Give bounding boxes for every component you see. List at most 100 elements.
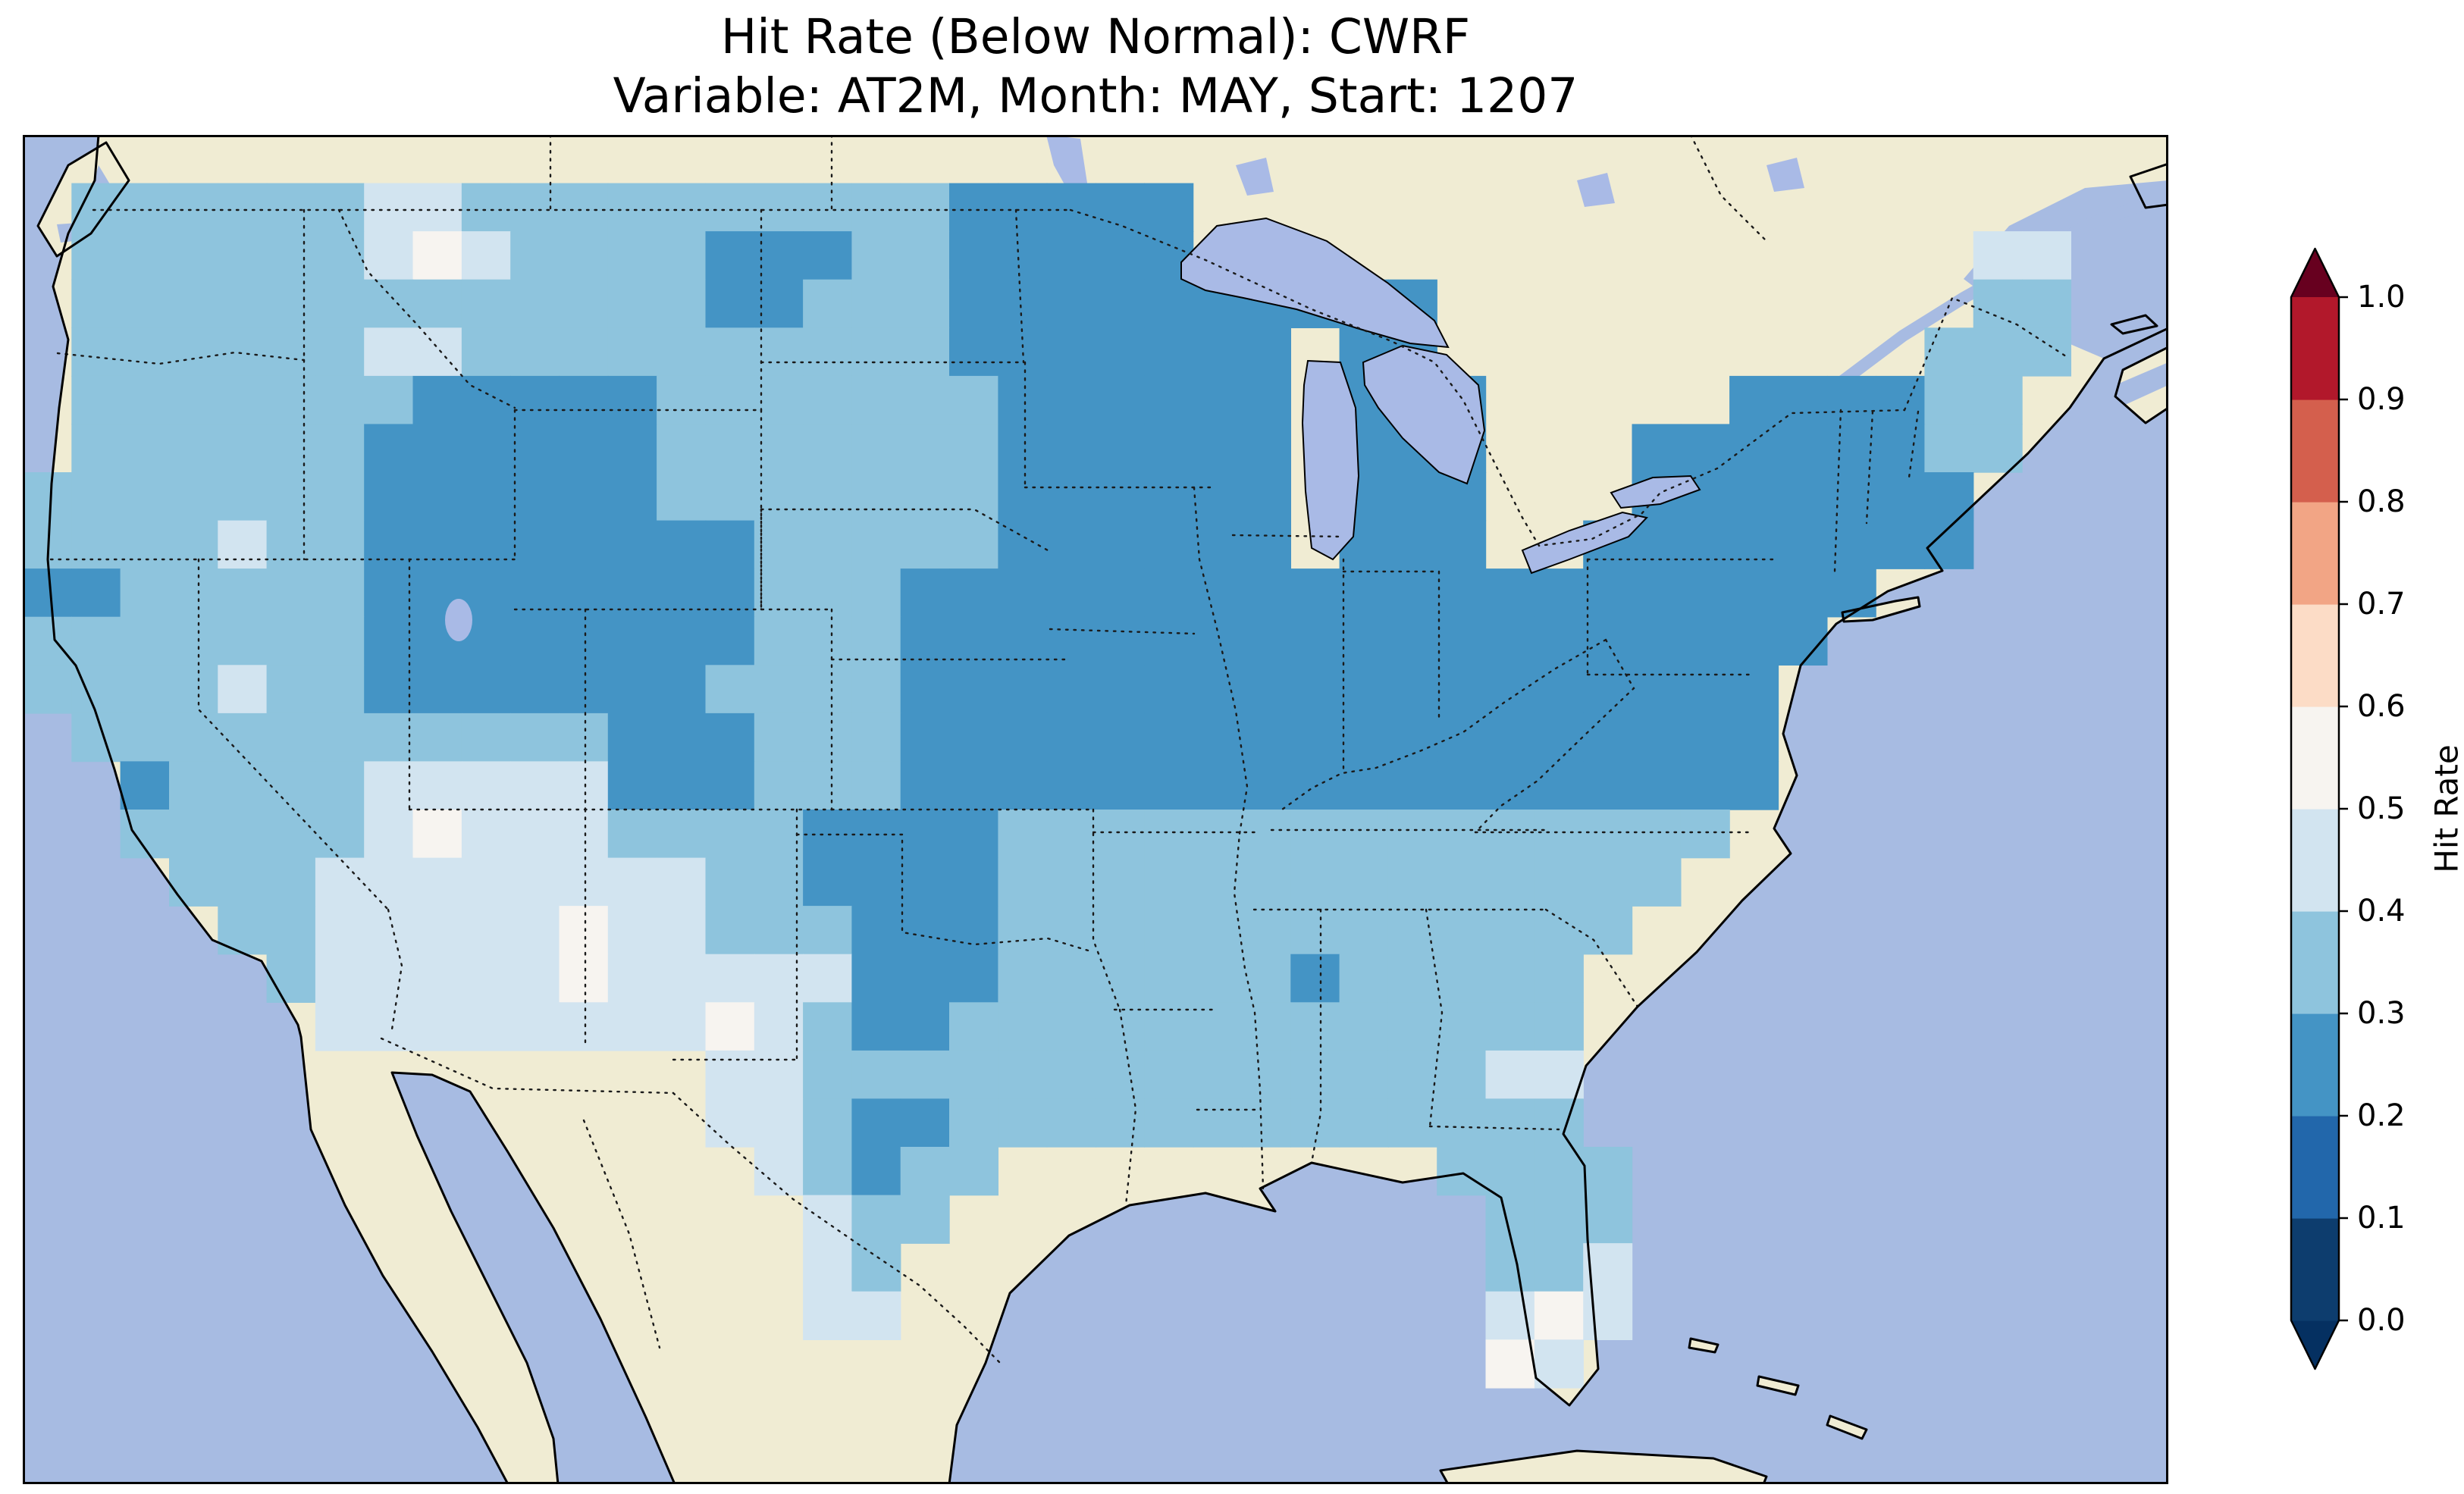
- grid-cell: [412, 279, 462, 328]
- grid-cell: [1242, 424, 1291, 473]
- border-line: [1069, 208, 1906, 547]
- grid-cell: [900, 1050, 950, 1100]
- grid-cell: [1144, 713, 1194, 763]
- grid-cell: [120, 279, 170, 328]
- grid-cell: [1632, 520, 1682, 569]
- grid-cell: [900, 327, 950, 377]
- grid-cell: [607, 713, 657, 763]
- grid-cell: [1096, 279, 1145, 328]
- grid-cell: [851, 520, 901, 569]
- map-frame: [23, 135, 2168, 1484]
- grid-cell: [1387, 472, 1437, 521]
- grid-cell: [607, 954, 657, 1003]
- grid-cell: [461, 857, 511, 907]
- grid-cell: [949, 665, 998, 714]
- grid-cell: [169, 424, 218, 473]
- grid-cell: [218, 279, 268, 328]
- grid-cell: [803, 954, 853, 1003]
- grid-cell: [1485, 616, 1535, 666]
- grid-cell: [1387, 1050, 1437, 1100]
- lake: [1180, 217, 1450, 349]
- grid-cell: [71, 183, 121, 232]
- grid-cell: [1729, 568, 1779, 618]
- grid-cell: [169, 183, 218, 232]
- grid-cell: [315, 424, 365, 473]
- colorbar: 0.0 0.1 0.2 0.3 0.4 0.5 0.6 0.7 0.8 0.9 1.0 Hit Rat…: [2290, 247, 2464, 1370]
- grid-cell: [803, 279, 853, 328]
- grid-cell: [1534, 1002, 1584, 1051]
- state-borders: [49, 135, 2067, 1365]
- grid-cell: [949, 1050, 998, 1100]
- grid-cell: [851, 1195, 901, 1244]
- grid-cell: [169, 857, 218, 907]
- grid-cell: [754, 520, 804, 569]
- grid-cell: [998, 857, 1048, 907]
- grid-cell: [1534, 1195, 1584, 1244]
- grid-cell: [1242, 1050, 1291, 1100]
- grid-cell: [1046, 906, 1096, 955]
- grid-cell: [266, 954, 316, 1003]
- grid-cell: [754, 231, 804, 280]
- landmass: [1757, 1377, 1798, 1395]
- border-line: [1231, 534, 1345, 538]
- grid-cell: [1242, 810, 1291, 859]
- grid-cell: [949, 279, 998, 328]
- grid-cell: [1534, 810, 1584, 859]
- grid-cell: [510, 616, 560, 666]
- grid-cell: [754, 906, 804, 955]
- grid-cell: [1339, 954, 1389, 1003]
- grid-cell: [949, 616, 998, 666]
- grid-cell: [1387, 954, 1437, 1003]
- colorbar-tick-label: 1.0: [2357, 280, 2406, 315]
- grid-cell: [169, 231, 218, 280]
- grid-cell: [657, 954, 707, 1003]
- border-line: [387, 908, 403, 1031]
- grid-cell: [169, 472, 218, 521]
- grid-cell: [657, 906, 707, 955]
- grid-cell: [461, 279, 511, 328]
- grid-cell: [1437, 761, 1487, 810]
- grid-cell: [218, 906, 268, 955]
- grid-cell: [1290, 1002, 1340, 1051]
- colorbar-tick-label: 0.4: [2357, 894, 2406, 929]
- grid-cell: [412, 424, 462, 473]
- grid-cell: [900, 568, 950, 618]
- grid-cell: [559, 665, 609, 714]
- grid-cell: [1680, 568, 1730, 618]
- grid-cell: [803, 665, 853, 714]
- grid-cell: [1242, 1002, 1291, 1051]
- grid-cell: [1242, 520, 1291, 569]
- grid-cell: [1534, 954, 1584, 1003]
- grid-cell: [364, 568, 414, 618]
- grid-cell: [803, 857, 853, 907]
- grid-cell: [510, 424, 560, 473]
- coastline: [1439, 1449, 1768, 1484]
- grid-cell: [315, 665, 365, 714]
- grid-cell: [364, 761, 414, 810]
- grid-cell: [754, 713, 804, 763]
- grid-cell: [266, 375, 316, 425]
- grid-cell: [705, 424, 755, 473]
- grid-cell: [949, 183, 998, 232]
- grid-cell: [949, 472, 998, 521]
- grid-cell: [1144, 761, 1194, 810]
- grid-cell: [1193, 616, 1243, 666]
- grid-cell: [803, 231, 853, 280]
- grid-cell: [900, 1098, 950, 1148]
- grid-cell: [1680, 616, 1730, 666]
- colorbar-segment: [2291, 604, 2339, 707]
- grid-cell: [266, 231, 316, 280]
- colorbar-segment: [2291, 399, 2339, 503]
- grid-cell: [900, 713, 950, 763]
- border-line: [760, 508, 1049, 552]
- lake: [1577, 173, 1615, 207]
- grid-cell: [1144, 327, 1194, 377]
- grid-cell: [705, 810, 755, 859]
- grid-cell: [1437, 568, 1487, 618]
- grid-cell: [657, 810, 707, 859]
- colorbar-tick-label: 0.5: [2357, 791, 2406, 826]
- grid-cell: [71, 616, 121, 666]
- grid-cell: [754, 761, 804, 810]
- grid-cell: [1242, 1098, 1291, 1148]
- grid-cell: [1046, 810, 1096, 859]
